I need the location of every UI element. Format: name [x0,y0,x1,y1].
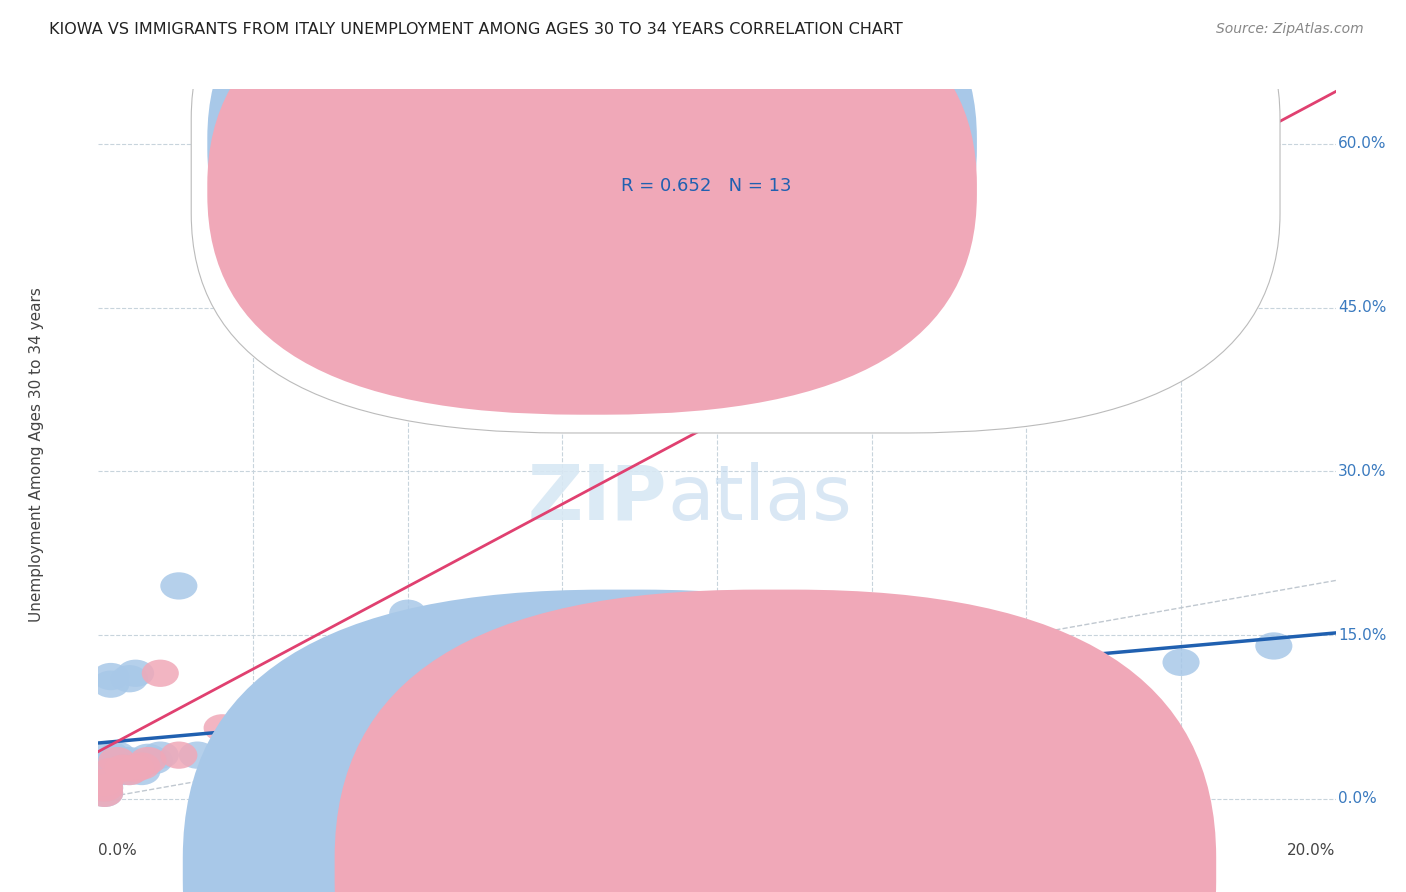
Text: KIOWA VS IMMIGRANTS FROM ITALY UNEMPLOYMENT AMONG AGES 30 TO 34 YEARS CORRELATIO: KIOWA VS IMMIGRANTS FROM ITALY UNEMPLOYM… [49,22,903,37]
Text: 20.0%: 20.0% [1288,843,1336,857]
Text: atlas: atlas [668,462,852,536]
Ellipse shape [531,665,568,692]
FancyBboxPatch shape [207,0,977,415]
Ellipse shape [98,753,135,780]
Text: 30.0%: 30.0% [1339,464,1386,479]
Ellipse shape [111,758,148,785]
Ellipse shape [98,741,135,769]
Text: 45.0%: 45.0% [1339,300,1386,315]
Text: Unemployment Among Ages 30 to 34 years: Unemployment Among Ages 30 to 34 years [30,287,44,623]
Text: 0.0%: 0.0% [1339,791,1376,806]
Ellipse shape [93,758,129,785]
Ellipse shape [266,780,302,807]
Ellipse shape [377,681,413,709]
Ellipse shape [117,659,155,687]
Text: Immigrants from Italy: Immigrants from Italy [794,863,960,877]
FancyBboxPatch shape [207,0,977,368]
Ellipse shape [977,665,1014,692]
Ellipse shape [111,758,148,785]
Ellipse shape [86,769,124,796]
Text: R = 0.652   N = 13: R = 0.652 N = 13 [620,177,792,194]
Ellipse shape [93,741,129,769]
Ellipse shape [98,747,135,774]
Ellipse shape [377,179,413,207]
Text: 60.0%: 60.0% [1339,136,1386,152]
Ellipse shape [730,665,766,692]
Ellipse shape [86,774,124,802]
Ellipse shape [792,665,828,692]
Ellipse shape [129,747,166,774]
Ellipse shape [93,671,129,698]
Ellipse shape [104,747,142,774]
Ellipse shape [104,755,142,782]
Ellipse shape [129,744,166,771]
Ellipse shape [420,654,457,681]
Ellipse shape [204,714,240,741]
Ellipse shape [204,179,240,207]
Ellipse shape [160,741,197,769]
Ellipse shape [111,747,148,774]
Ellipse shape [179,741,217,769]
Ellipse shape [668,665,704,692]
Text: 0.0%: 0.0% [98,843,138,857]
Text: Source: ZipAtlas.com: Source: ZipAtlas.com [1216,22,1364,37]
Ellipse shape [1256,632,1292,659]
Text: ZIP: ZIP [529,462,668,536]
Ellipse shape [86,780,124,807]
Ellipse shape [124,758,160,785]
Ellipse shape [117,755,155,782]
Text: Kiowa: Kiowa [661,863,706,877]
Ellipse shape [93,663,129,690]
Ellipse shape [389,599,426,627]
Ellipse shape [142,659,179,687]
Ellipse shape [86,769,124,796]
Text: 15.0%: 15.0% [1339,628,1386,642]
Ellipse shape [513,714,550,741]
FancyBboxPatch shape [191,0,1279,433]
Ellipse shape [104,758,142,785]
Ellipse shape [1163,648,1199,676]
Ellipse shape [124,753,160,780]
Ellipse shape [86,753,124,780]
Ellipse shape [160,573,197,599]
Ellipse shape [86,774,124,802]
Ellipse shape [86,764,124,790]
Ellipse shape [142,741,179,769]
Ellipse shape [86,780,124,807]
Ellipse shape [135,747,173,774]
Text: R = 0.085   N = 25: R = 0.085 N = 25 [620,130,792,148]
Ellipse shape [111,665,148,692]
